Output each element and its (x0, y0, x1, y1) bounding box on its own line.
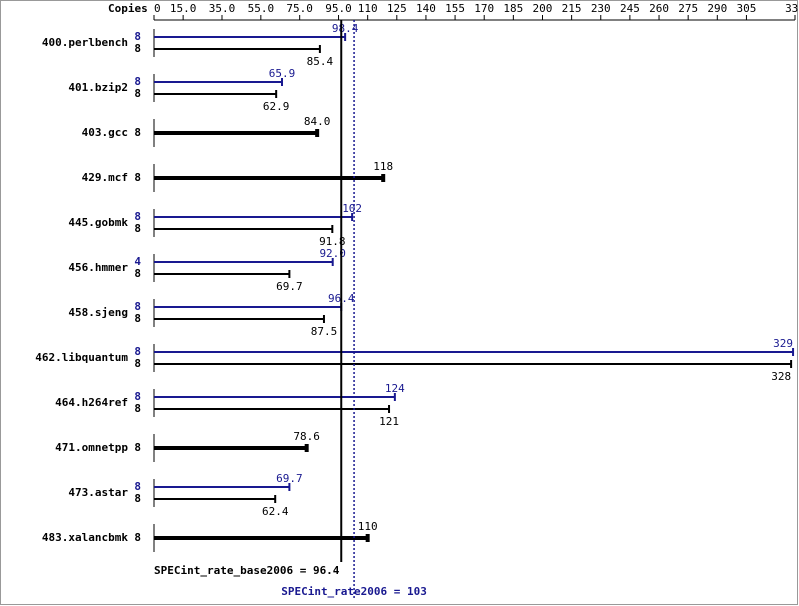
x-tick-label: 0 (154, 2, 161, 15)
copies-label: 8 (134, 492, 141, 505)
copies-label: 8 (134, 42, 141, 55)
copies-label: 8 (134, 300, 141, 313)
copies-label: 8 (134, 222, 141, 235)
copies-label: 8 (134, 402, 141, 415)
bar (154, 78, 284, 86)
copies-label: 8 (134, 480, 141, 493)
value-label: 85.4 (307, 55, 334, 68)
copies-label: 4 (134, 255, 141, 268)
value-label: 110 (358, 520, 378, 533)
x-tick-label: 55.0 (248, 2, 275, 15)
copies-label: 8 (134, 312, 141, 325)
reference-label: SPECint_rate2006 = 103 (281, 585, 427, 598)
bar (154, 225, 334, 233)
value-label: 69.7 (276, 472, 303, 485)
category-label: 403.gcc (82, 126, 128, 139)
value-label: 118 (373, 160, 393, 173)
value-label: 98.4 (332, 22, 359, 35)
x-tick-label: 200 (533, 2, 553, 15)
value-label: 124 (385, 382, 405, 395)
x-tick-label: 290 (707, 2, 727, 15)
bar (154, 360, 793, 368)
x-tick-label: 140 (416, 2, 436, 15)
x-tick-label: 170 (474, 2, 494, 15)
value-label: 91.8 (319, 235, 346, 248)
value-label: 87.5 (311, 325, 338, 338)
value-label: 62.9 (263, 100, 290, 113)
copies-label: 8 (134, 126, 141, 139)
category-label: 483.xalancbmk (42, 531, 128, 544)
bar (154, 405, 391, 413)
x-tick-label: 185 (503, 2, 523, 15)
copies-label: 8 (134, 345, 141, 358)
copies-label: 8 (134, 30, 141, 43)
bar (154, 444, 309, 452)
bar (154, 258, 334, 266)
value-label: 69.7 (276, 280, 303, 293)
value-label: 65.9 (269, 67, 296, 80)
copies-label: 8 (134, 171, 141, 184)
value-label: 328 (771, 370, 791, 383)
bar (154, 213, 354, 221)
x-tick-label: 215 (562, 2, 582, 15)
copies-label: 8 (134, 531, 141, 544)
copies-label: 8 (134, 267, 141, 280)
copies-label: 8 (134, 441, 141, 454)
category-label: 458.sjeng (68, 306, 128, 319)
value-label: 329 (773, 337, 793, 350)
category-label: 464.h264ref (55, 396, 128, 409)
x-tick-label: 155 (445, 2, 465, 15)
x-tick-label: 260 (649, 2, 669, 15)
bar (154, 270, 291, 278)
value-label: 121 (379, 415, 399, 428)
bar (154, 129, 320, 137)
x-tick-label: 75.0 (286, 2, 313, 15)
bar (154, 348, 795, 356)
x-tick-label: 15.0 (170, 2, 197, 15)
bar (154, 33, 347, 41)
x-tick-label: 275 (678, 2, 698, 15)
x-tick-label: 230 (591, 2, 611, 15)
category-label: 401.bzip2 (68, 81, 128, 94)
category-label: 400.perlbench (42, 36, 128, 49)
x-tick-label: 35.0 (209, 2, 236, 15)
copies-label: 8 (134, 357, 141, 370)
copies-label: 8 (134, 390, 141, 403)
value-label: 78.6 (293, 430, 320, 443)
value-label: 102 (342, 202, 362, 215)
x-tick-label: 110 (358, 2, 378, 15)
x-tick-label: 125 (387, 2, 407, 15)
copies-label: 8 (134, 210, 141, 223)
category-label: 462.libquantum (35, 351, 128, 364)
bar (154, 534, 370, 542)
bar (154, 315, 325, 323)
reference-label: SPECint_rate_base2006 = 96.4 (154, 564, 340, 577)
axis-label: Copies (108, 2, 148, 15)
category-label: 471.omnetpp (55, 441, 128, 454)
bar (154, 495, 277, 503)
copies-label: 8 (134, 87, 141, 100)
category-label: 456.hmmer (68, 261, 128, 274)
copies-label: 8 (134, 75, 141, 88)
category-label: 473.astar (68, 486, 128, 499)
bar (154, 483, 291, 491)
bar (154, 45, 321, 53)
bar (154, 90, 278, 98)
x-tick-label: 245 (620, 2, 640, 15)
value-label: 84.0 (304, 115, 331, 128)
bar (154, 174, 386, 182)
x-tick-label: 330 (785, 2, 799, 15)
value-label: 92.0 (319, 247, 346, 260)
x-tick-label: 305 (737, 2, 757, 15)
x-tick-label: 95.0 (325, 2, 352, 15)
category-label: 445.gobmk (68, 216, 128, 229)
value-label: 62.4 (262, 505, 289, 518)
category-label: 429.mcf (82, 171, 128, 184)
